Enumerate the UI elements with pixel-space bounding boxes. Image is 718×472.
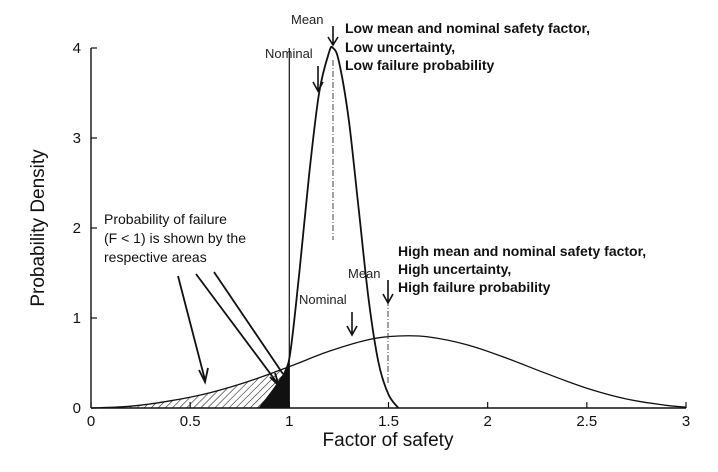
pdf-curve-low-uncertainty — [258, 45, 400, 409]
pdf-curve-high-uncertainty — [90, 335, 687, 409]
y-tick-label: 4 — [73, 40, 81, 57]
mean-label-high: Mean — [348, 266, 381, 281]
x-tick-label: 0 — [87, 413, 95, 430]
x-tick-label: 1 — [285, 413, 293, 430]
failure-pointer-3 — [213, 271, 284, 375]
y-axis-title: Probability Density — [28, 149, 49, 307]
x-tick-label: 1.5 — [378, 413, 399, 430]
mean-arrow-low — [327, 26, 339, 47]
failure-area-high-uncertainty — [91, 366, 290, 408]
mean-label-low: Mean — [291, 12, 324, 27]
failure-annotation-line-1: Probability of failure — [104, 211, 227, 227]
y-tick-label: 0 — [73, 400, 81, 417]
failure-annotation-line-2: (F < 1) is shown by the — [104, 230, 246, 246]
x-tick-label: 3 — [682, 413, 690, 430]
y-tick-label: 3 — [73, 130, 81, 147]
x-axis-title: Factor of safety — [323, 430, 454, 451]
nominal-arrow-low — [312, 66, 324, 93]
failure-annotation-line-3: respective areas — [104, 249, 207, 265]
low-annotation-line-3: Low failure probability — [345, 57, 495, 73]
nominal-label-high: Nominal — [299, 292, 347, 307]
high-annotation-line-3: High failure probability — [398, 279, 551, 295]
failure-area-low-uncertainty — [259, 358, 290, 408]
low-annotation-line-2: Low uncertainty, — [345, 39, 455, 55]
x-tick-label: 2.5 — [576, 413, 597, 430]
x-tick-label: 0.5 — [180, 413, 201, 430]
high-annotation-line-2: High uncertainty, — [398, 261, 511, 277]
failure-pointer-2 — [195, 273, 280, 387]
nominal-label-low: Nominal — [265, 46, 313, 61]
nominal-arrow-high — [346, 312, 358, 337]
y-tick-label: 2 — [73, 220, 81, 237]
x-tick-label: 2 — [483, 413, 491, 430]
ticks: 0 0.5 1 1.5 2 2.5 3 0 1 2 3 4 — [73, 40, 691, 430]
mean-arrow-high — [382, 280, 394, 305]
failure-pointer-1 — [177, 275, 209, 385]
low-annotation-line-1: Low mean and nominal safety factor, — [345, 20, 590, 36]
y-tick-label: 1 — [73, 310, 81, 327]
high-annotation-line-1: High mean and nominal safety factor, — [398, 243, 646, 259]
